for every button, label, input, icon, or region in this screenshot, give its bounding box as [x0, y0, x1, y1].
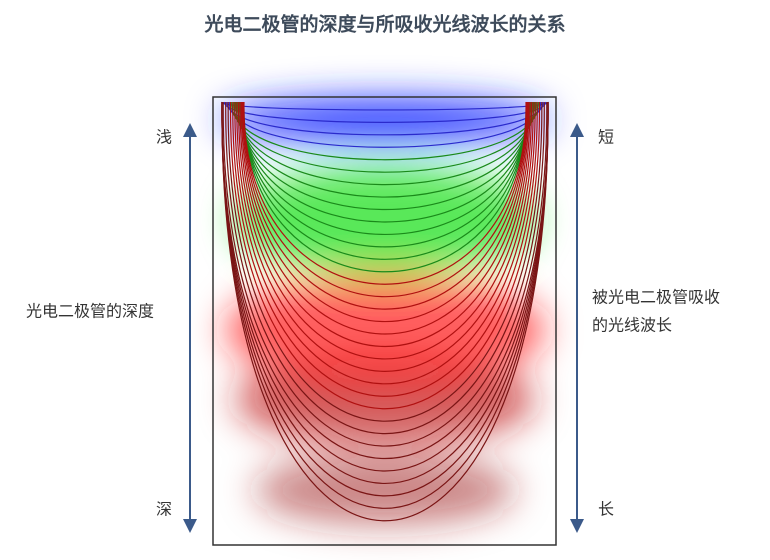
contour-line [241, 101, 529, 236]
wavelength-label: 的光线波长 [592, 316, 672, 335]
contour-line [238, 101, 532, 360]
frame [212, 96, 557, 546]
depth-top: 浅 [156, 128, 172, 147]
contour-line [243, 101, 527, 273]
contour-line [221, 101, 549, 460]
wavelength-top: 短 [598, 128, 614, 147]
contour-line [241, 101, 529, 323]
depth-bottom: 深 [156, 500, 172, 519]
title: 光电二极管的深度与所吸收光线波长的关系 [203, 13, 565, 36]
contour-line [221, 101, 549, 484]
color-glow [220, 98, 550, 525]
contour-line [243, 101, 527, 298]
contour-line [221, 101, 549, 509]
contour-line [242, 101, 528, 310]
contour-line [234, 101, 536, 385]
contour-line [221, 101, 549, 472]
contour-line [236, 101, 534, 372]
contour-line [232, 101, 538, 397]
contour-line [238, 101, 532, 210]
contour-line [227, 101, 543, 422]
contour-line [233, 101, 537, 173]
contour-line [221, 101, 549, 522]
wavelength-bottom: 长 [598, 500, 614, 519]
contour-line [242, 101, 528, 260]
contour-line [229, 101, 541, 410]
contour-line [222, 101, 548, 447]
contour-line [231, 101, 539, 161]
contour-line [237, 101, 533, 198]
contour-line [240, 101, 530, 223]
contour-line [239, 101, 531, 347]
contour-line [221, 101, 549, 497]
contour-line [225, 101, 545, 434]
contour-line [240, 101, 530, 335]
contour-line [242, 101, 528, 248]
contour-lines [221, 101, 549, 522]
wavelength-label: 被光电二极管吸收 [592, 288, 720, 307]
contour-line [235, 101, 535, 186]
depth-label: 光电二极管的深度 [26, 302, 154, 321]
contour-line [243, 101, 527, 285]
